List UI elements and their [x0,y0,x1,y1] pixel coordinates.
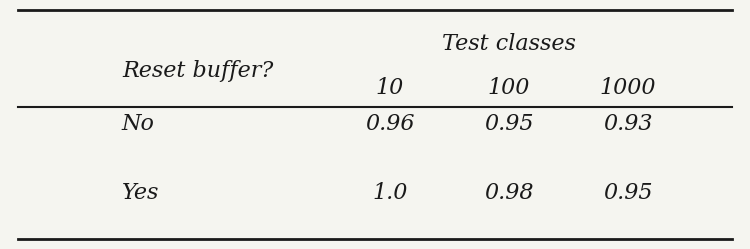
Text: No: No [122,114,154,135]
Text: 10: 10 [376,77,404,99]
Text: 1.0: 1.0 [372,182,407,204]
Text: Reset buffer?: Reset buffer? [122,60,273,82]
Text: 0.95: 0.95 [484,114,534,135]
Text: 1000: 1000 [600,77,656,99]
Text: Test classes: Test classes [442,33,576,55]
Text: 0.93: 0.93 [603,114,652,135]
Text: 0.98: 0.98 [484,182,534,204]
Text: Yes: Yes [122,182,159,204]
Text: 0.96: 0.96 [365,114,415,135]
Text: 0.95: 0.95 [603,182,652,204]
Text: 100: 100 [488,77,530,99]
